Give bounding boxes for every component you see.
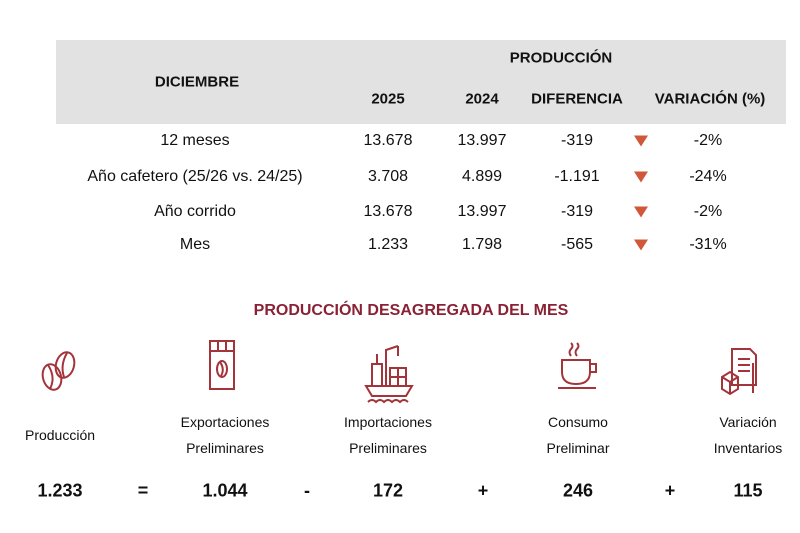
cell-y2024: 13.997: [457, 132, 507, 149]
cell-diff: -319: [560, 203, 594, 220]
down-triangle-icon: [634, 171, 648, 183]
cell-label: 12 meses: [160, 132, 230, 149]
breakdown-value: 172: [372, 480, 404, 501]
cell-y2025: 3.708: [367, 168, 409, 185]
col-2024: 2024: [465, 90, 499, 108]
label-line1: Consumo: [548, 414, 608, 430]
col-2025: 2025: [371, 90, 405, 108]
breakdown-label: Variación Inventarios: [714, 409, 782, 461]
cell-var: -31%: [689, 236, 727, 253]
cell-y2024: 4.899: [461, 168, 503, 185]
down-triangle-icon: [634, 239, 648, 251]
coffee-beans-icon: [41, 351, 76, 391]
inventory-icon: [721, 348, 757, 396]
breakdown-label: Exportaciones Preliminares: [181, 409, 270, 461]
cell-y2025: 13.678: [363, 203, 413, 220]
operator: =: [137, 480, 149, 501]
breakdown-label: Producción: [25, 422, 95, 448]
operator: +: [477, 480, 489, 501]
group-header: PRODUCCIÓN: [509, 49, 613, 67]
breakdown-label: Importaciones Preliminares: [344, 409, 432, 461]
cell-y2025: 1.233: [367, 236, 409, 253]
cell-y2025: 13.678: [363, 132, 413, 149]
operator: -: [304, 480, 310, 501]
cell-y2024: 1.798: [461, 236, 503, 253]
cell-label: Año cafetero (25/26 vs. 24/25): [87, 168, 303, 185]
breakdown-title: PRODUCCIÓN DESAGREGADA DEL MES: [253, 302, 569, 319]
cell-y2024: 13.997: [457, 203, 507, 220]
label-line2: Preliminar: [546, 440, 610, 456]
row-label-header: DICIEMBRE: [154, 73, 240, 91]
col-diferencia: DIFERENCIA: [531, 90, 623, 108]
breakdown-value: 1.233: [37, 480, 83, 501]
breakdown-value: 1.044: [202, 480, 248, 501]
breakdown-value: 246: [562, 480, 594, 501]
cell-label: Mes: [179, 236, 211, 253]
label-line2: Preliminares: [186, 440, 264, 456]
cell-label: Año corrido: [154, 203, 236, 220]
cell-diff: -1.191: [554, 168, 600, 185]
coffee-cup-icon: [558, 342, 597, 389]
breakdown-value: 115: [733, 480, 763, 501]
label-line1: Exportaciones: [180, 414, 270, 430]
down-triangle-icon: [634, 206, 648, 218]
cell-var: -24%: [689, 168, 727, 185]
operator: +: [664, 480, 676, 501]
label-line1: Importaciones: [344, 414, 432, 430]
cell-var: -2%: [693, 203, 723, 220]
coffee-bag-icon: [209, 340, 235, 390]
label-line2: Inventarios: [713, 440, 783, 456]
label-line1: Producción: [24, 427, 96, 443]
breakdown-label: Consumo Preliminar: [546, 409, 609, 461]
table-header: [56, 40, 786, 124]
cell-diff: -319: [560, 132, 594, 149]
col-variacion: VARIACIÓN (%): [654, 90, 766, 108]
cell-var: -2%: [693, 132, 723, 149]
cell-diff: -565: [560, 236, 594, 253]
down-triangle-icon: [634, 135, 648, 147]
label-line2: Preliminares: [349, 440, 427, 456]
label-line1: Variación: [719, 414, 777, 430]
cargo-ship-icon: [364, 345, 414, 404]
